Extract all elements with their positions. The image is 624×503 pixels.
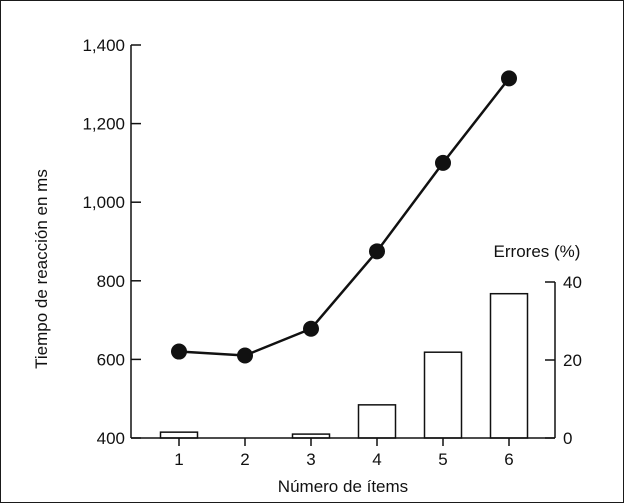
error-bar xyxy=(489,292,529,439)
reaction-time-point xyxy=(501,70,517,87)
y-tick-label: 400 xyxy=(97,429,125,448)
axes: 400 600 800 1,000 1,200 1,400 1 2 3 4 5 6 0 20 40 xyxy=(82,36,581,469)
error-bar xyxy=(423,351,463,439)
x-tick-label: 2 xyxy=(240,450,249,469)
error-bar xyxy=(357,404,397,439)
reaction-time-point xyxy=(171,343,187,360)
y-axis-label: Tiempo de reacción en ms xyxy=(32,169,51,369)
x-tick-label: 4 xyxy=(372,450,381,469)
reaction-time-line xyxy=(171,70,517,364)
x-tick-label: 1 xyxy=(174,450,183,469)
y2-axis-label: Errores (%) xyxy=(494,242,581,261)
x-axis-label: Número de ítems xyxy=(278,477,408,496)
y-tick-label: 600 xyxy=(97,350,125,369)
x-tick-label: 3 xyxy=(306,450,315,469)
x-tick-label: 5 xyxy=(438,450,447,469)
error-bar xyxy=(159,431,199,439)
y2-tick-label: 20 xyxy=(563,351,582,370)
y2-tick-label: 0 xyxy=(563,429,572,448)
reaction-time-point xyxy=(303,320,319,337)
reaction-time-path xyxy=(178,77,510,357)
error-bars xyxy=(159,292,529,439)
y2-tick-label: 40 xyxy=(563,273,582,292)
reaction-time-point xyxy=(237,347,253,364)
y-tick-label: 800 xyxy=(97,272,125,291)
reaction-time-point xyxy=(369,243,385,260)
y-tick-label: 1,000 xyxy=(82,193,125,212)
y-tick-label: 1,400 xyxy=(82,36,125,55)
y-tick-label: 1,200 xyxy=(82,115,125,134)
reaction-time-point xyxy=(435,154,451,171)
x-tick-label: 6 xyxy=(504,450,513,469)
